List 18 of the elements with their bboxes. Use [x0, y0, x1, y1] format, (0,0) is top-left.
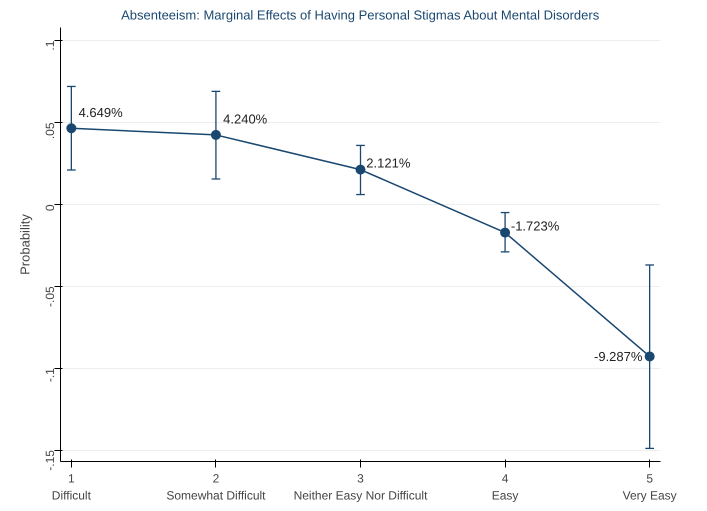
- x-tick-label: 3 Neither Easy Nor Difficult: [294, 472, 428, 502]
- x-tick-label: 1 Difficult: [52, 472, 92, 502]
- x-tick-label: 2 Somewhat Difficult: [166, 472, 266, 502]
- y-tick-label: 0: [43, 204, 57, 212]
- y-tick-label: -.1: [43, 368, 57, 382]
- x-tick-label: 5 Very Easy: [622, 472, 677, 502]
- x-tick-label: 4 Easy: [492, 472, 518, 502]
- data-label: 4.649%: [78, 105, 124, 120]
- chart-title: Absenteeism: Marginal Effects of Having Personal Stigmas About Mental Disorders: [121, 8, 600, 22]
- y-tick-label: -.15: [43, 450, 57, 471]
- y-tick-label: .05: [43, 122, 57, 140]
- data-label: -1.723%: [510, 218, 560, 234]
- data-label: 4.240%: [223, 112, 268, 127]
- y-axis-title: Probability: [18, 214, 32, 275]
- data-label: -9.287%: [594, 348, 643, 364]
- data-label: 2.121%: [366, 156, 411, 171]
- y-tick-label: .1: [43, 40, 57, 51]
- y-tick-label: -.05: [43, 286, 57, 307]
